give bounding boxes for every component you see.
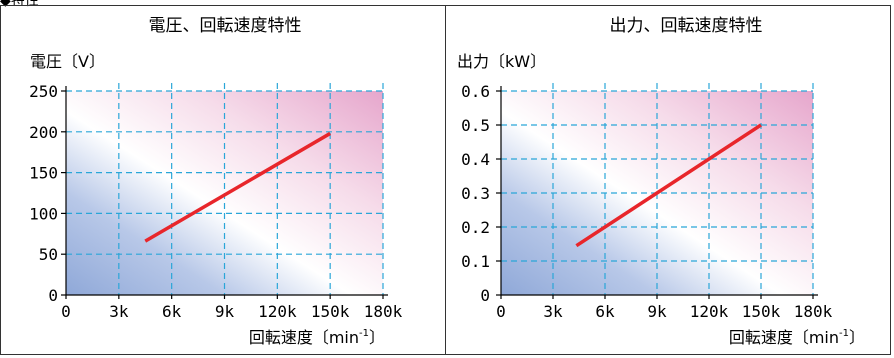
x-tick-label: 180k	[364, 302, 403, 321]
y-axis-label: 電圧〔V〕	[30, 52, 105, 71]
y-tick-label: 0	[480, 286, 490, 305]
y-tick-label: 0.1	[461, 252, 490, 271]
x-tick-label: 0	[496, 302, 506, 321]
x-tick-label: 6k	[162, 302, 182, 321]
y-tick-label: 0.2	[461, 218, 490, 237]
y-tick-label: 250	[29, 82, 58, 101]
x-tick-label: 0	[61, 302, 71, 321]
y-axis-label: 出力〔kW〕	[457, 52, 546, 71]
y-tick-label: 0.4	[461, 150, 490, 169]
y-tick-label: 0.3	[461, 184, 490, 203]
y-tick-label: 200	[29, 123, 58, 142]
chart-title: 出力、回転速度特性	[610, 16, 763, 36]
y-tick-label: 150	[29, 164, 58, 183]
x-axis-label: 回転速度〔min-1〕	[729, 328, 865, 347]
x-tick-label: 3k	[109, 302, 129, 321]
section-label: ◆特性	[0, 0, 39, 9]
x-tick-label: 180k	[794, 302, 833, 321]
x-tick-label: 150k	[742, 302, 781, 321]
series-line	[575, 123, 762, 248]
power-speed-chart: 0 0.1 0.2 0.3 0.4 0.5 0.6 0 3k 6k 9k 120k 150k 180k 出力…	[446, 5, 891, 355]
x-tick-label: 9k	[647, 302, 667, 321]
y-tick-label: 0	[48, 286, 58, 305]
chart-svg: 0 0.1 0.2 0.3 0.4 0.5 0.6 0 3k 6k 9k 120k 150k 180k 出力…	[457, 16, 865, 347]
x-tick-label: 6k	[595, 302, 615, 321]
x-tick-label: 150k	[311, 302, 350, 321]
chart-svg: 0 50 100 150 200 250 0 3k 6k 9k 120k 150k 180k 電圧、回転速…	[29, 16, 403, 347]
panel-divider	[445, 5, 446, 355]
x-tick-label: 120k	[690, 302, 729, 321]
y-tick-label: 0.6	[461, 82, 490, 101]
chart-title: 電圧、回転速度特性	[149, 16, 302, 36]
voltage-speed-chart: 0 50 100 150 200 250 0 3k 6k 9k 120k 150k 180k 電圧、回転速…	[0, 5, 445, 355]
x-axis-label: 回転速度〔min-1〕	[249, 328, 385, 347]
x-tick-label: 3k	[543, 302, 563, 321]
y-tick-label: 100	[29, 204, 58, 223]
y-tick-label: 50	[39, 245, 58, 264]
x-tick-label: 120k	[258, 302, 297, 321]
x-tick-label: 9k	[215, 302, 235, 321]
y-tick-label: 0.5	[461, 116, 490, 135]
series-line	[144, 131, 332, 243]
